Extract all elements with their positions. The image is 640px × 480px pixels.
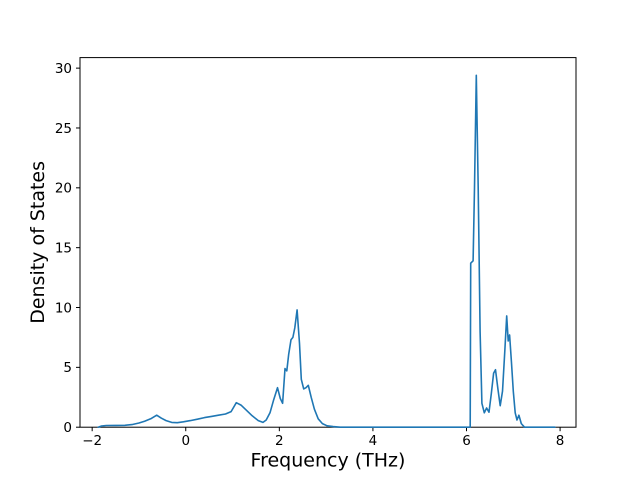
x-tick-label: 8 <box>556 433 565 449</box>
y-tick-label: 30 <box>55 61 72 77</box>
x-tick-label: 6 <box>462 433 471 449</box>
y-tick-label: 10 <box>55 300 72 316</box>
x-tick-label: 0 <box>181 433 190 449</box>
x-axis-label: Frequency (THz) <box>251 450 406 472</box>
x-tick-label: −2 <box>82 433 102 449</box>
x-tick-label: 4 <box>369 433 378 449</box>
plot-frame <box>79 57 577 428</box>
x-tick-label: 2 <box>275 433 284 449</box>
y-axis-label: Density of States <box>27 161 49 324</box>
dos-curve <box>97 74 556 429</box>
y-tick-label: 25 <box>55 121 72 137</box>
y-tick-label: 5 <box>63 360 72 376</box>
y-tick-label: 0 <box>63 420 72 436</box>
y-tick-label: 20 <box>55 181 72 197</box>
y-tick-label: 15 <box>55 240 72 256</box>
plot-area: −2 0 2 4 6 8 0 5 10 15 20 25 30 <box>55 57 577 449</box>
